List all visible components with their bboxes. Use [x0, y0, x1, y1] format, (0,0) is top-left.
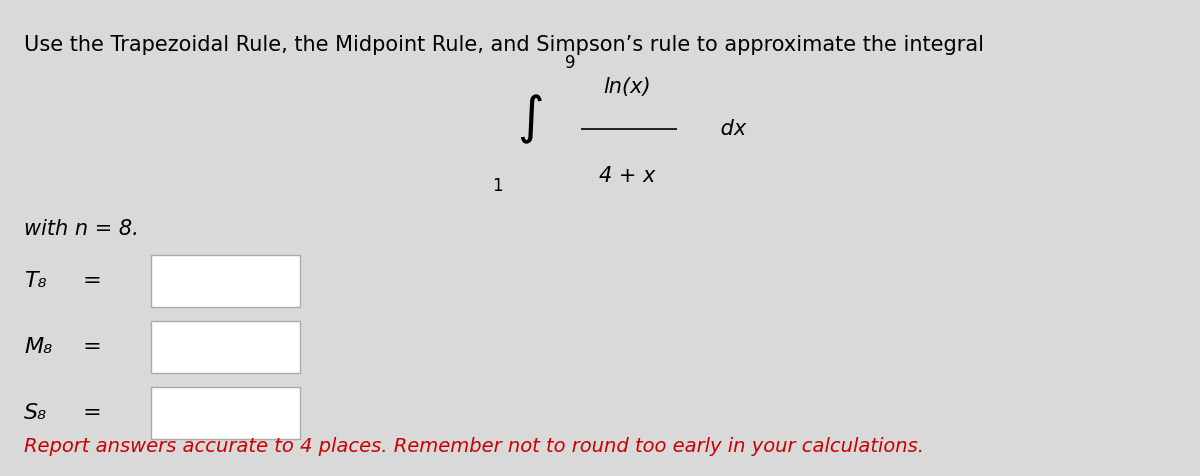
Text: S₈: S₈	[24, 403, 47, 423]
Text: 1: 1	[492, 177, 503, 195]
FancyBboxPatch shape	[151, 321, 300, 373]
FancyBboxPatch shape	[151, 387, 300, 439]
Text: =: =	[76, 337, 102, 357]
FancyBboxPatch shape	[151, 255, 300, 307]
Text: 4 + x: 4 + x	[599, 167, 655, 187]
Text: 9: 9	[565, 54, 575, 72]
Text: ln(x): ln(x)	[604, 77, 652, 97]
Text: with n = 8.: with n = 8.	[24, 219, 139, 239]
Text: Report answers accurate to 4 places. Remember not to round too early in your cal: Report answers accurate to 4 places. Rem…	[24, 436, 924, 456]
Text: T₈: T₈	[24, 270, 47, 290]
Text: =: =	[76, 403, 102, 423]
Text: dx: dx	[714, 119, 745, 139]
Text: =: =	[76, 270, 102, 290]
Text: M₈: M₈	[24, 337, 53, 357]
Text: $\int$: $\int$	[517, 93, 542, 147]
Text: Use the Trapezoidal Rule, the Midpoint Rule, and Simpson’s rule to approximate t: Use the Trapezoidal Rule, the Midpoint R…	[24, 35, 984, 55]
